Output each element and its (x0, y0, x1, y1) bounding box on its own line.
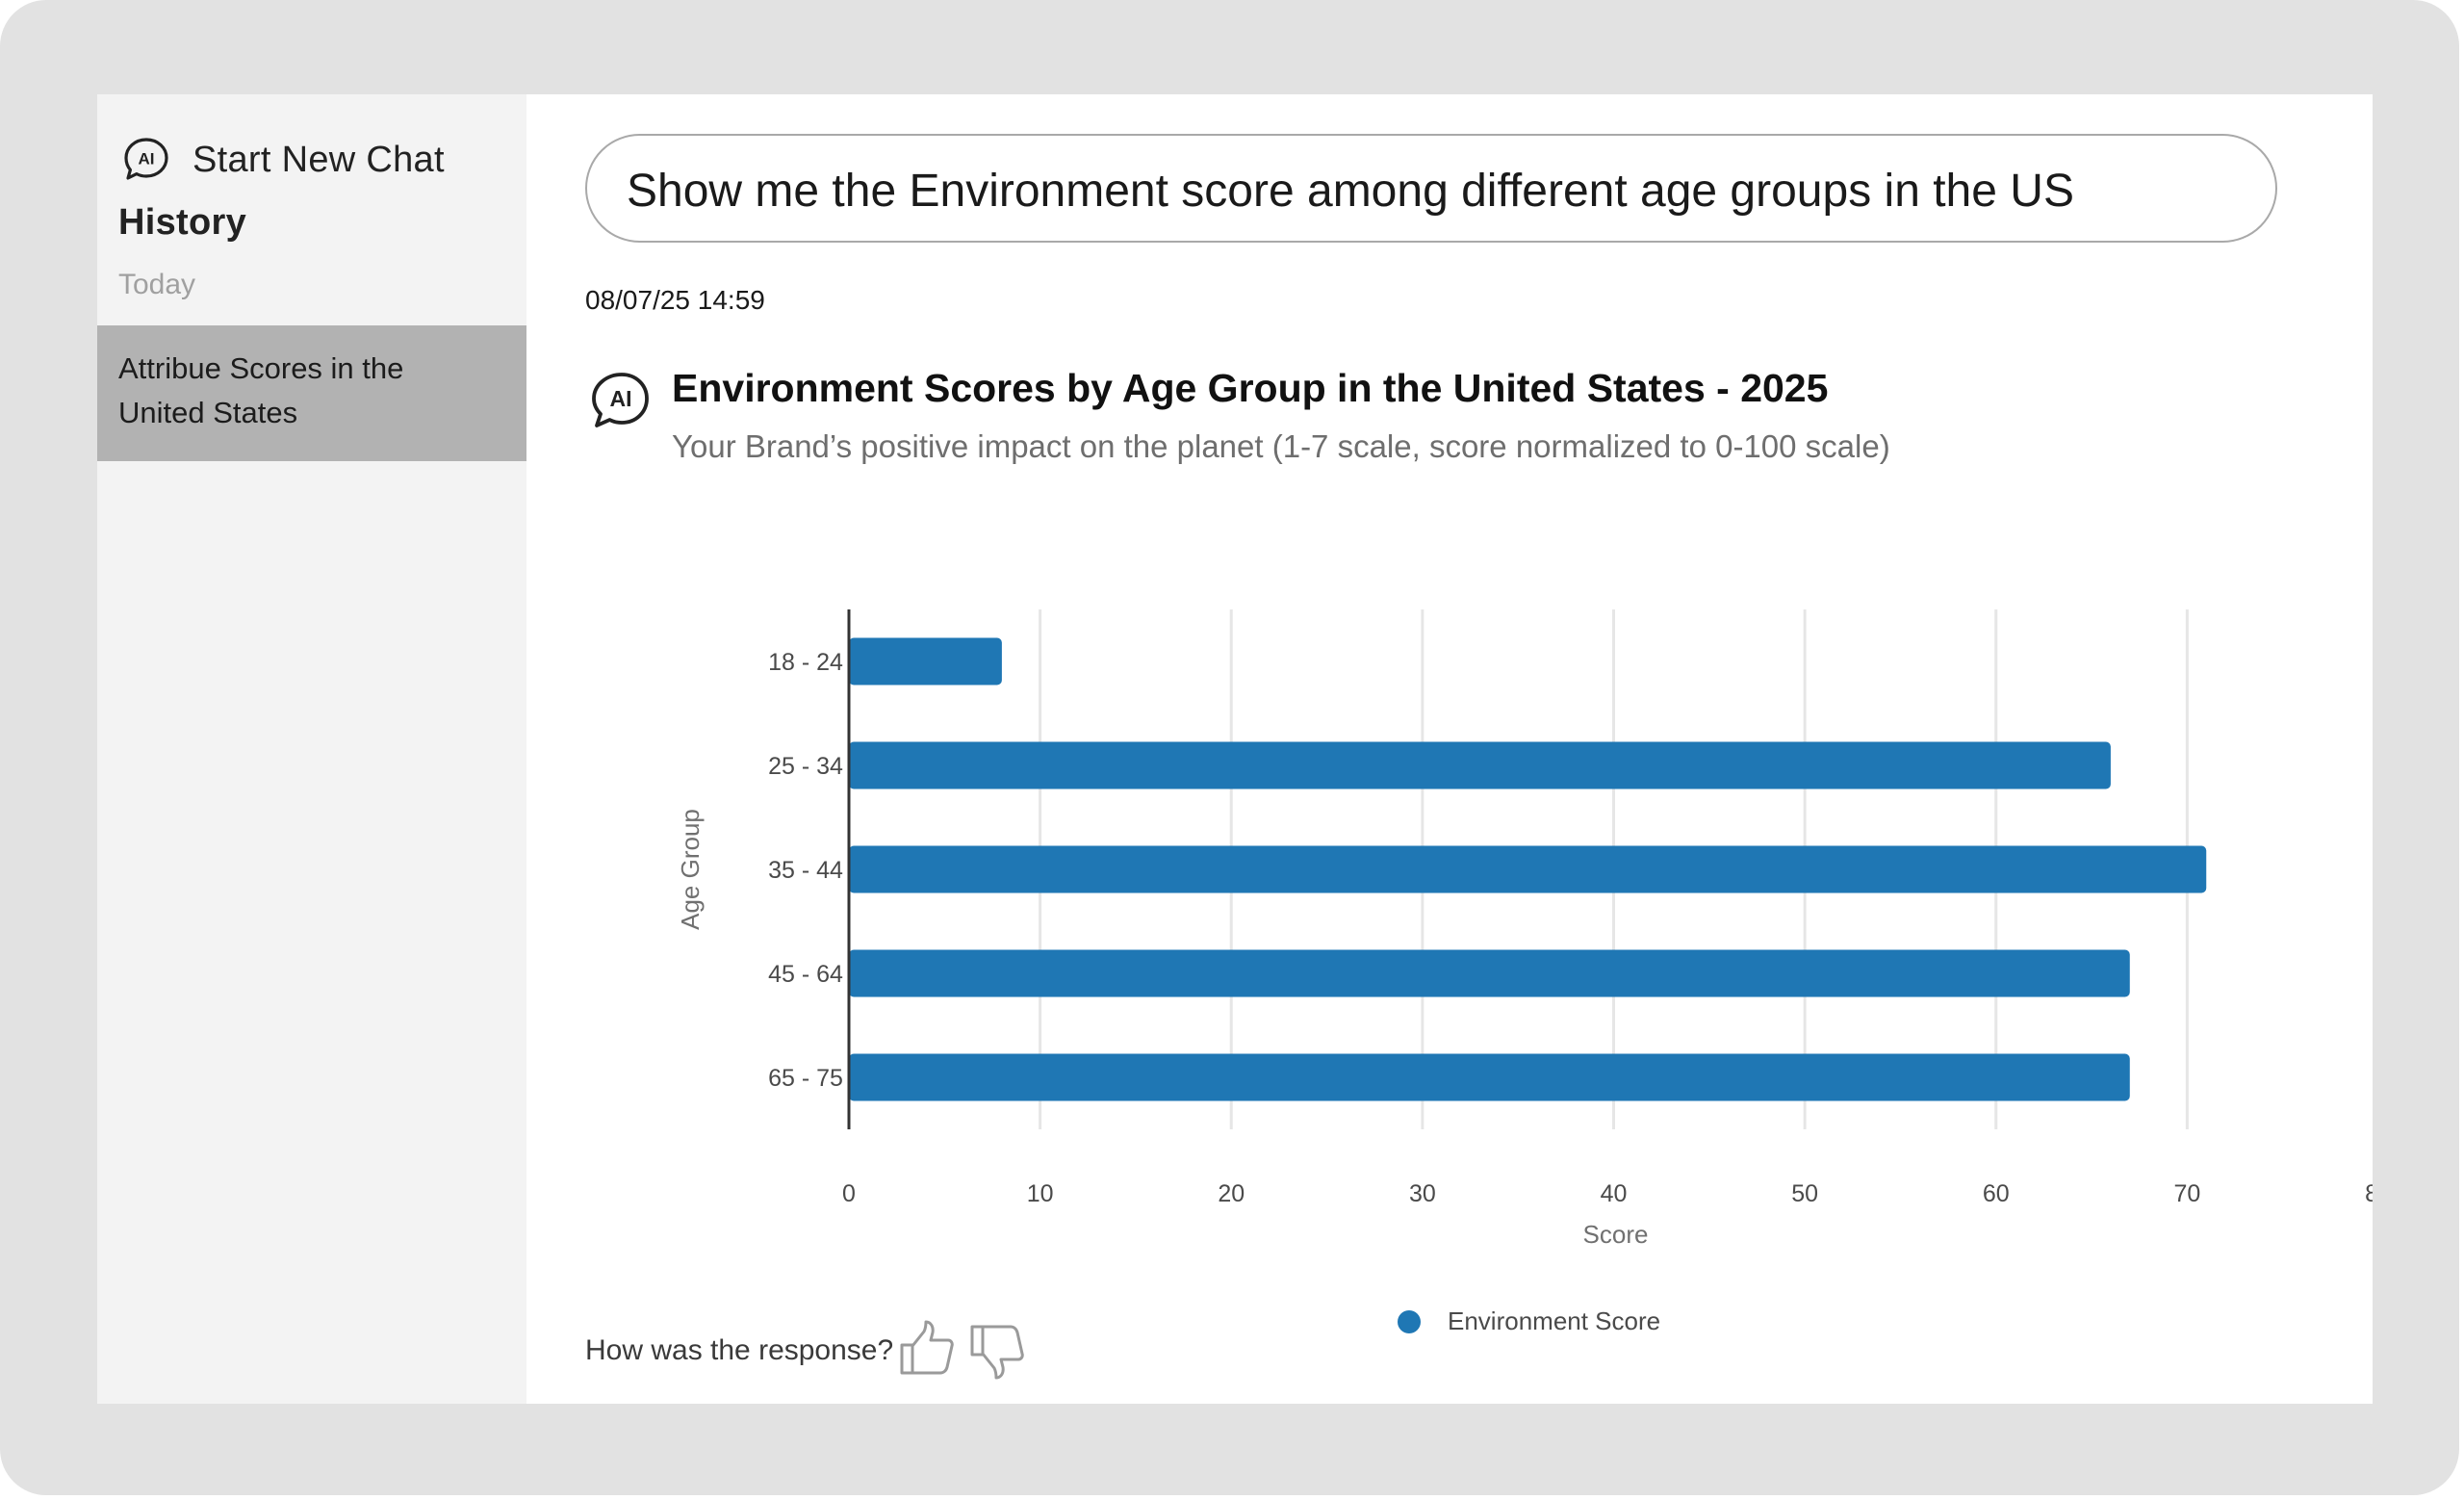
history-item-label: Attribue Scores in the United States (118, 351, 404, 429)
svg-text:AI: AI (139, 150, 155, 168)
x-tick-label: 50 (1791, 1180, 1818, 1207)
bar (849, 845, 2207, 893)
bar (849, 637, 1002, 685)
ai-chat-icon: AI (124, 138, 168, 180)
y-axis-title: Age Group (676, 809, 705, 930)
bar-chart: 0 10 20 30 40 50 60 70 80 18 - 24 25 - 34 35 - 44 45… (676, 609, 2373, 1335)
ai-response-icon: AI (592, 373, 649, 427)
y-category-label: 65 - 75 (768, 1065, 843, 1092)
chart-subtitle: Your Brand’s positive impact on the plan… (672, 428, 1890, 464)
chat-main: Show me the Environment score among diff… (526, 94, 2373, 1404)
start-new-chat-button[interactable]: AI Start New Chat (121, 133, 445, 187)
y-category-label: 25 - 34 (768, 753, 843, 780)
bar (849, 949, 2130, 997)
legend-marker (1398, 1310, 1421, 1333)
svg-text:AI: AI (610, 386, 632, 411)
history-item[interactable]: Attribue Scores in the United States (97, 325, 526, 461)
app-window: AI Start New Chat History Today Attribue… (97, 94, 2373, 1404)
history-group-today: Today (118, 269, 196, 300)
x-axis-title: Score (1583, 1220, 1649, 1249)
y-category-label: 45 - 64 (768, 961, 843, 988)
legend-label: Environment Score (1448, 1306, 1660, 1335)
feedback-prompt: How was the response? (585, 1334, 894, 1366)
user-prompt-bubble: Show me the Environment score among diff… (585, 134, 2277, 243)
x-tick-label: 10 (1027, 1180, 1054, 1207)
user-prompt-text: Show me the Environment score among diff… (627, 166, 2074, 217)
history-heading: History (118, 202, 247, 243)
response-timestamp: 08/07/25 14:59 (585, 285, 765, 315)
start-new-chat-label: Start New Chat (192, 139, 445, 180)
sidebar: AI Start New Chat History Today Attribue… (97, 94, 526, 1404)
x-tick-label: 0 (842, 1180, 856, 1207)
x-tick-label: 20 (1218, 1180, 1245, 1207)
x-tick-label: 40 (1601, 1180, 1628, 1207)
y-category-label: 18 - 24 (768, 649, 843, 676)
chart-title: Environment Scores by Age Group in the U… (672, 366, 1829, 410)
bar (849, 1053, 2130, 1101)
x-tick-label: 80 (2365, 1180, 2373, 1207)
x-tick-label: 60 (1983, 1180, 2010, 1207)
thumbs-down-icon[interactable] (968, 1323, 1026, 1381)
y-category-label: 35 - 44 (768, 857, 843, 884)
x-tick-label: 70 (2173, 1180, 2200, 1207)
bar (849, 741, 2111, 789)
thumbs-up-icon[interactable] (898, 1319, 956, 1377)
x-tick-label: 30 (1409, 1180, 1436, 1207)
